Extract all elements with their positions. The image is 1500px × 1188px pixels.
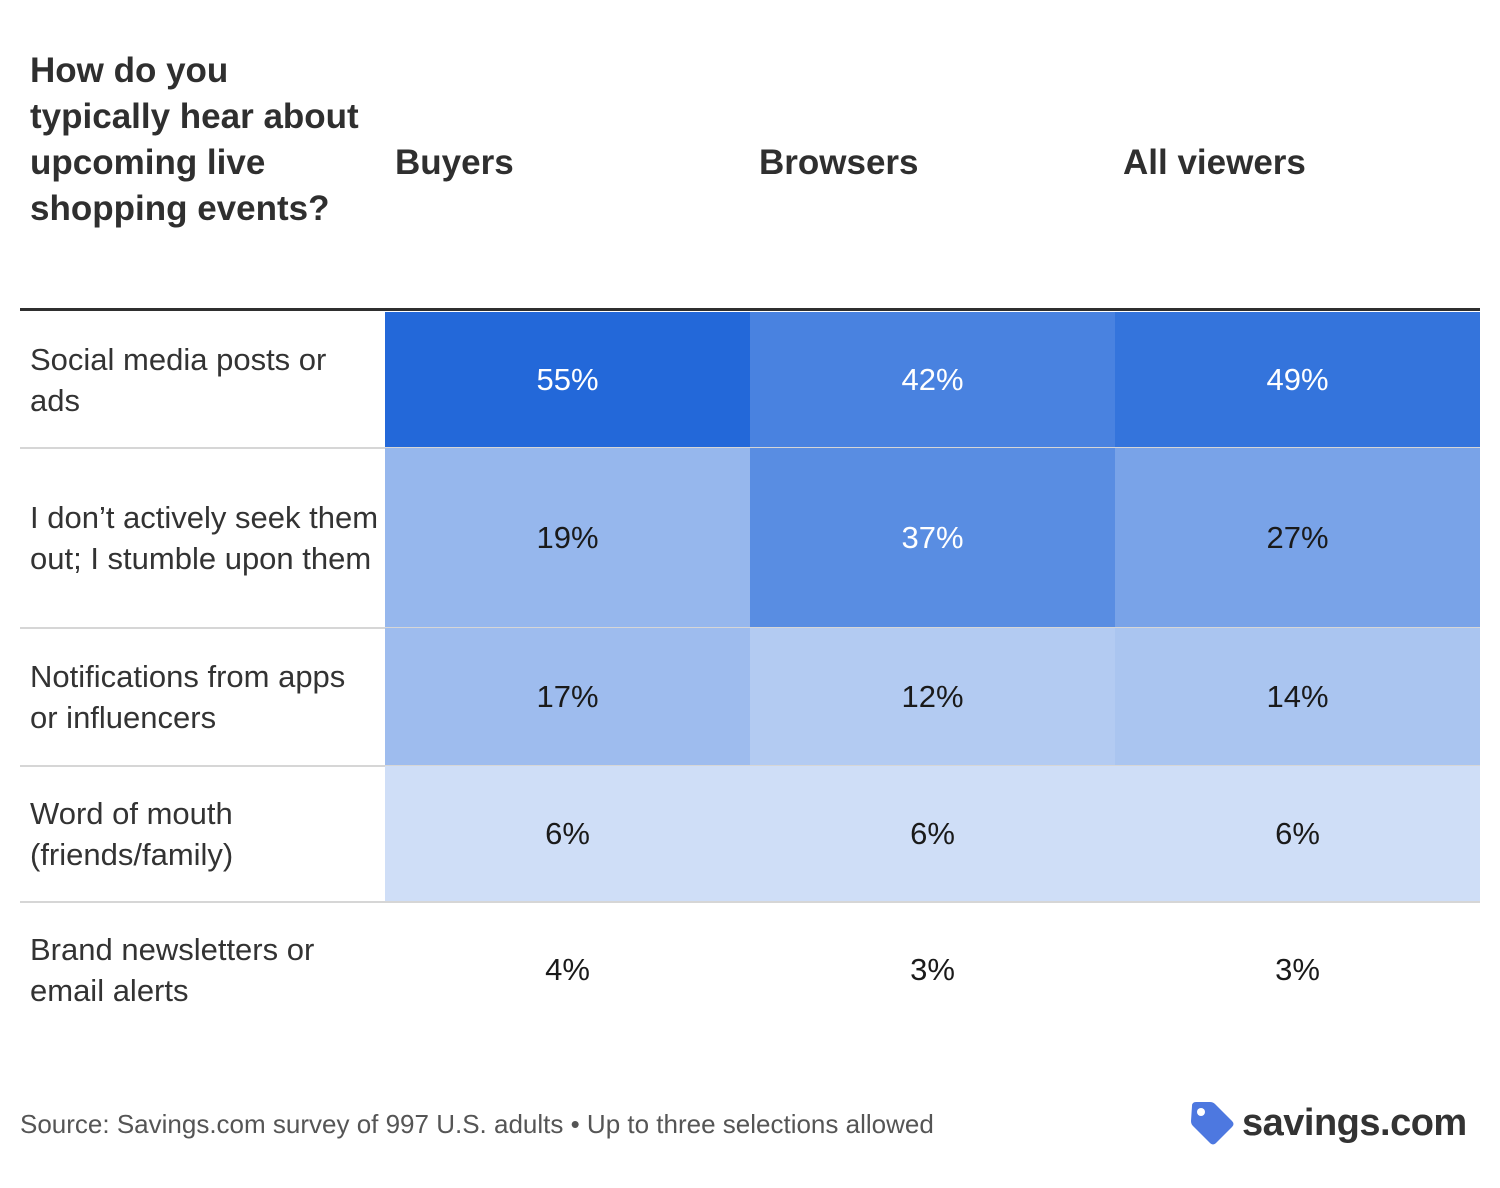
price-tag-icon [1191, 1102, 1234, 1145]
table-question-header: How do you typically hear about upcoming… [30, 51, 359, 228]
row-label: Word of mouth (friends/family) [30, 796, 234, 872]
column-header-browsers: Browsers [759, 143, 919, 182]
table-row: Brand newsletters or email alerts 4% 3% 3% [20, 902, 1480, 1038]
source-note: Source: Savings.com survey of 997 U.S. a… [20, 1109, 934, 1139]
column-header-all-viewers: All viewers [1123, 143, 1306, 182]
header-divider [20, 308, 1480, 311]
savings-logo: savings.com [1186, 1098, 1467, 1148]
column-header-buyers: Buyers [395, 143, 514, 182]
logo-wordmark: savings.com [1242, 1101, 1467, 1144]
heatmap-cell: 12% [750, 628, 1115, 766]
heatmap-cell: 37% [750, 448, 1115, 628]
row-label: I don’t actively seek them out; I stumbl… [30, 500, 379, 576]
row-divider [20, 901, 1480, 903]
heatmap-cell: 3% [910, 952, 955, 987]
heatmap-cell: 17% [385, 628, 750, 766]
table-row: I don’t actively seek them out; I stumbl… [20, 448, 1480, 629]
heatmap-cell: 42% [750, 312, 1115, 448]
heatmap-cell: 55% [385, 312, 750, 448]
row-label: Notifications from apps or influencers [30, 659, 346, 735]
heatmap-cell: 19% [385, 448, 750, 628]
heatmap-cell: 49% [1115, 312, 1480, 448]
heatmap-cell: 6% [1115, 766, 1480, 902]
table-row: Social media posts or ads 55% 42% 49% [20, 312, 1480, 449]
heatmap-cell: 4% [545, 952, 590, 987]
heatmap-cell: 27% [1115, 448, 1480, 628]
row-label: Social media posts or ads [30, 342, 327, 418]
heatmap-cell: 14% [1115, 628, 1480, 766]
row-label: Brand newsletters or email alerts [30, 932, 315, 1008]
table-row: Notifications from apps or influencers 17… [20, 628, 1480, 767]
heatmap-cell: 6% [750, 766, 1115, 902]
heatmap-cell: 6% [385, 766, 750, 902]
table-row: Word of mouth (friends/family) 6% 6% 6% [20, 766, 1480, 903]
heatmap-cell: 3% [1275, 952, 1320, 987]
